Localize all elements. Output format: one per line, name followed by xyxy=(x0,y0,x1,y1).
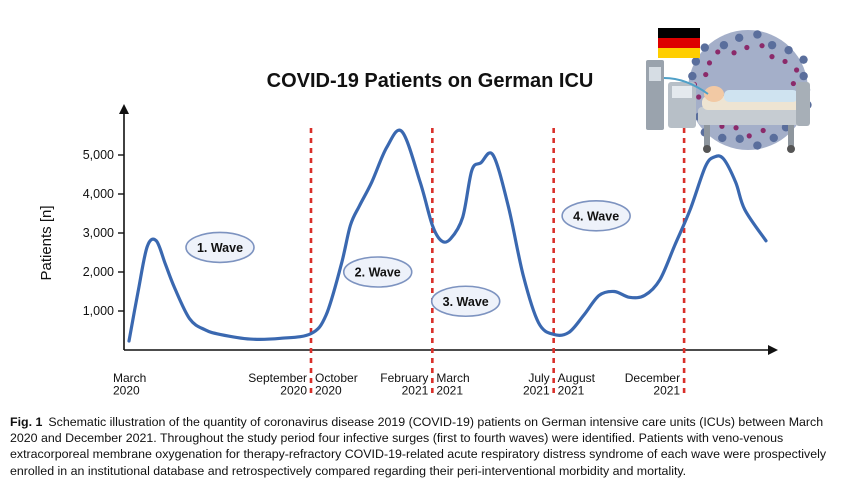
x-tick-label: December xyxy=(625,371,680,385)
wave-label: 3. Wave xyxy=(443,295,489,309)
virus-dot xyxy=(706,60,713,66)
figure-caption: Fig. 1 Schematic illustration of the quan… xyxy=(10,414,836,479)
x-tick-label: July xyxy=(528,371,549,385)
x-tick-label: 2021 xyxy=(523,384,550,398)
wave-dividers xyxy=(309,128,686,398)
wave-labels: 1. Wave 2. Wave 3. Wave 4. Wave xyxy=(185,200,631,318)
virus-spike xyxy=(753,141,762,150)
y-axis-arrow xyxy=(119,104,129,114)
caption-text: Schematic illustration of the quantity o… xyxy=(10,415,827,478)
virus-spike xyxy=(784,45,793,55)
virus-spike xyxy=(767,40,777,50)
icu-illustration xyxy=(646,28,812,153)
virus-dot xyxy=(703,71,709,78)
x-axis-arrow xyxy=(768,345,778,355)
wave-label: 1. Wave xyxy=(197,241,243,255)
virus-dot xyxy=(731,50,737,56)
x-tick-label: 2021 xyxy=(436,384,463,398)
virus-dot xyxy=(782,58,788,65)
virus-dot xyxy=(760,127,766,134)
chart-title: COVID-19 Patients on German ICU xyxy=(267,70,594,92)
wave-label: 4. Wave xyxy=(573,209,619,223)
x-tick-label: September xyxy=(248,371,307,385)
x-tick-label: March xyxy=(113,371,146,385)
virus-spike xyxy=(753,30,762,39)
icu-patients-chart: COVID-19 Patients on German ICU 1,000 2,0… xyxy=(38,70,778,398)
wave-bubble xyxy=(342,256,413,288)
wave-label: 2. Wave xyxy=(355,266,401,280)
x-tick-label: March xyxy=(436,371,469,385)
y-tick-label: 1,000 xyxy=(83,304,114,318)
virus-dot xyxy=(790,80,796,87)
virus-spike xyxy=(799,71,808,81)
x-axis-labels: March2020September2020October2020Februar… xyxy=(113,371,680,398)
x-tick-label: 2021 xyxy=(558,384,585,398)
virus-dot xyxy=(715,49,721,55)
x-tick-label: 2020 xyxy=(113,384,140,398)
x-tick-label: August xyxy=(558,371,596,385)
x-tick-label: 2021 xyxy=(653,384,680,398)
y-tick-label: 4,000 xyxy=(83,187,114,201)
x-tick-label: February xyxy=(380,371,428,385)
wave-bubble xyxy=(185,231,255,264)
virus-spike xyxy=(700,43,709,52)
x-tick-label: 2020 xyxy=(315,384,342,398)
virus-spike xyxy=(799,55,808,64)
virus-dot xyxy=(793,67,800,73)
virus-spike xyxy=(718,133,727,143)
germany-flag-icon xyxy=(658,28,700,58)
virus-spike xyxy=(769,133,778,143)
y-tick-label: 5,000 xyxy=(83,148,114,162)
virus-dot xyxy=(696,94,702,100)
virus-dot xyxy=(733,125,739,131)
virus-spike xyxy=(734,33,744,43)
x-tick-label: 2020 xyxy=(280,384,307,398)
wave-bubble xyxy=(430,285,501,318)
chart-axes: 1,000 2,000 3,000 4,000 5,000 xyxy=(83,104,778,355)
y-tick-label: 3,000 xyxy=(83,226,114,240)
icu-bed-patient-icon xyxy=(646,60,810,153)
x-tick-label: October xyxy=(315,371,358,385)
patients-line xyxy=(127,128,768,343)
y-tick-label: 2,000 xyxy=(83,265,114,279)
virus-spike xyxy=(719,40,729,50)
wave-bubble xyxy=(561,200,631,232)
virus-dot xyxy=(746,133,752,139)
virus-spike xyxy=(691,57,701,66)
virus-dot xyxy=(759,43,765,49)
x-tick-label: 2021 xyxy=(402,384,429,398)
virus-dot xyxy=(744,44,750,51)
y-axis-label: Patients [n] xyxy=(38,205,55,280)
patients-series xyxy=(127,128,768,343)
figure-label: Fig. 1 xyxy=(10,415,43,429)
virus-dot xyxy=(769,54,775,60)
virus-spike xyxy=(688,71,697,81)
virus-spike xyxy=(735,134,744,143)
